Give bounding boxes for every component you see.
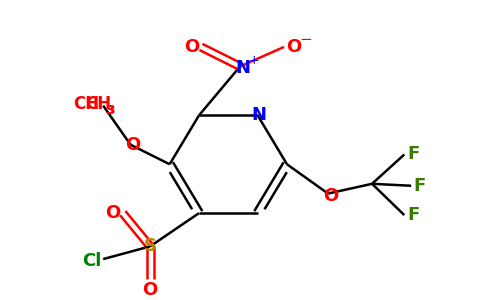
Text: F: F: [414, 177, 426, 195]
Text: S: S: [144, 237, 157, 255]
Text: N: N: [236, 59, 251, 77]
Text: −: −: [299, 32, 312, 46]
Text: O: O: [142, 281, 158, 299]
Text: F: F: [407, 206, 419, 224]
Text: O: O: [286, 38, 302, 56]
Text: F: F: [407, 146, 419, 164]
Text: 3: 3: [106, 104, 115, 117]
Text: +: +: [248, 54, 259, 67]
Text: O: O: [106, 204, 121, 222]
Text: Cl: Cl: [82, 252, 101, 270]
Text: N: N: [251, 106, 266, 124]
Text: CH: CH: [86, 94, 112, 112]
Text: O: O: [184, 38, 200, 56]
Text: O: O: [125, 136, 140, 154]
Text: O: O: [323, 187, 339, 205]
Text: 3: 3: [105, 104, 114, 117]
Text: CH: CH: [73, 94, 99, 112]
